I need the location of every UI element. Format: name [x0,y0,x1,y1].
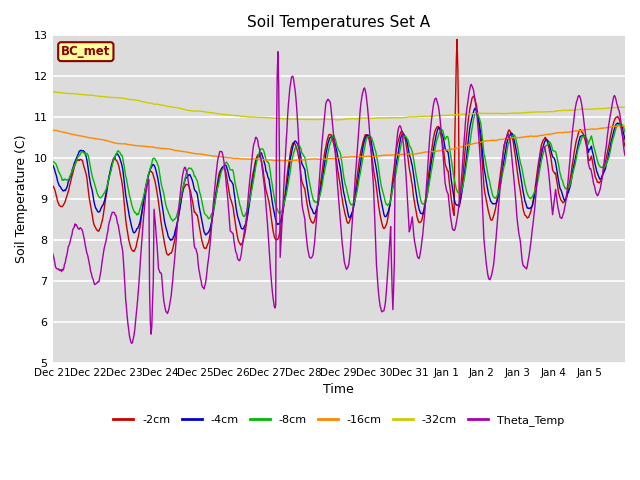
-4cm [250,171,258,177]
-16cm [621,123,629,129]
-8cm [399,137,406,143]
-32cm [621,104,629,110]
Theta_Temp [274,49,282,55]
Theta_Temp [621,153,629,158]
-8cm [272,202,280,207]
Theta_Temp [49,250,56,256]
-32cm [431,113,439,119]
-4cm [431,140,438,145]
-4cm [49,162,56,168]
-32cm [250,114,258,120]
Legend: -2cm, -4cm, -8cm, -16cm, -32cm, Theta_Temp: -2cm, -4cm, -8cm, -16cm, -32cm, Theta_Te… [109,411,568,431]
-2cm [621,144,629,149]
Line: Theta_Temp: Theta_Temp [52,52,625,343]
-16cm [271,157,279,163]
-4cm [166,238,174,243]
-2cm [250,166,258,171]
-2cm [431,129,438,135]
-8cm [49,158,56,164]
-8cm [621,129,629,135]
Theta_Temp [431,96,439,101]
-32cm [116,95,124,101]
-16cm [431,149,438,155]
-8cm [116,149,124,155]
-32cm [222,112,230,118]
-4cm [399,132,406,137]
-8cm [250,175,258,180]
-16cm [285,158,293,164]
-2cm [272,237,280,242]
-16cm [221,155,228,160]
Theta_Temp [399,141,407,146]
-16cm [399,151,406,157]
-2cm [222,169,230,175]
-4cm [222,162,230,168]
Theta_Temp [128,340,136,346]
-32cm [49,89,56,95]
Line: -16cm: -16cm [52,126,625,161]
-4cm [621,136,629,142]
-16cm [116,141,124,146]
-2cm [116,168,124,173]
-2cm [49,184,56,190]
Line: -2cm: -2cm [52,39,625,255]
Y-axis label: Soil Temperature (C): Soil Temperature (C) [15,135,28,264]
-8cm [472,110,479,116]
Theta_Temp [272,302,280,308]
-32cm [399,115,407,120]
-16cm [615,123,623,129]
Text: BC_met: BC_met [61,45,111,58]
-2cm [164,252,172,258]
Theta_Temp [250,140,258,146]
X-axis label: Time: Time [323,383,354,396]
Theta_Temp [222,175,230,180]
-32cm [49,89,57,95]
Title: Soil Temperatures Set A: Soil Temperatures Set A [247,15,430,30]
-2cm [453,36,461,42]
-8cm [169,218,177,224]
-4cm [471,105,479,111]
Line: -8cm: -8cm [52,113,625,221]
-16cm [49,127,56,133]
-8cm [222,160,230,166]
-32cm [272,115,280,121]
-32cm [334,117,342,123]
-4cm [116,155,124,161]
Theta_Temp [116,231,124,237]
-4cm [272,217,280,223]
-8cm [431,149,438,155]
-16cm [250,156,257,162]
-2cm [399,129,406,135]
Line: -4cm: -4cm [52,108,625,240]
Line: -32cm: -32cm [52,92,625,120]
